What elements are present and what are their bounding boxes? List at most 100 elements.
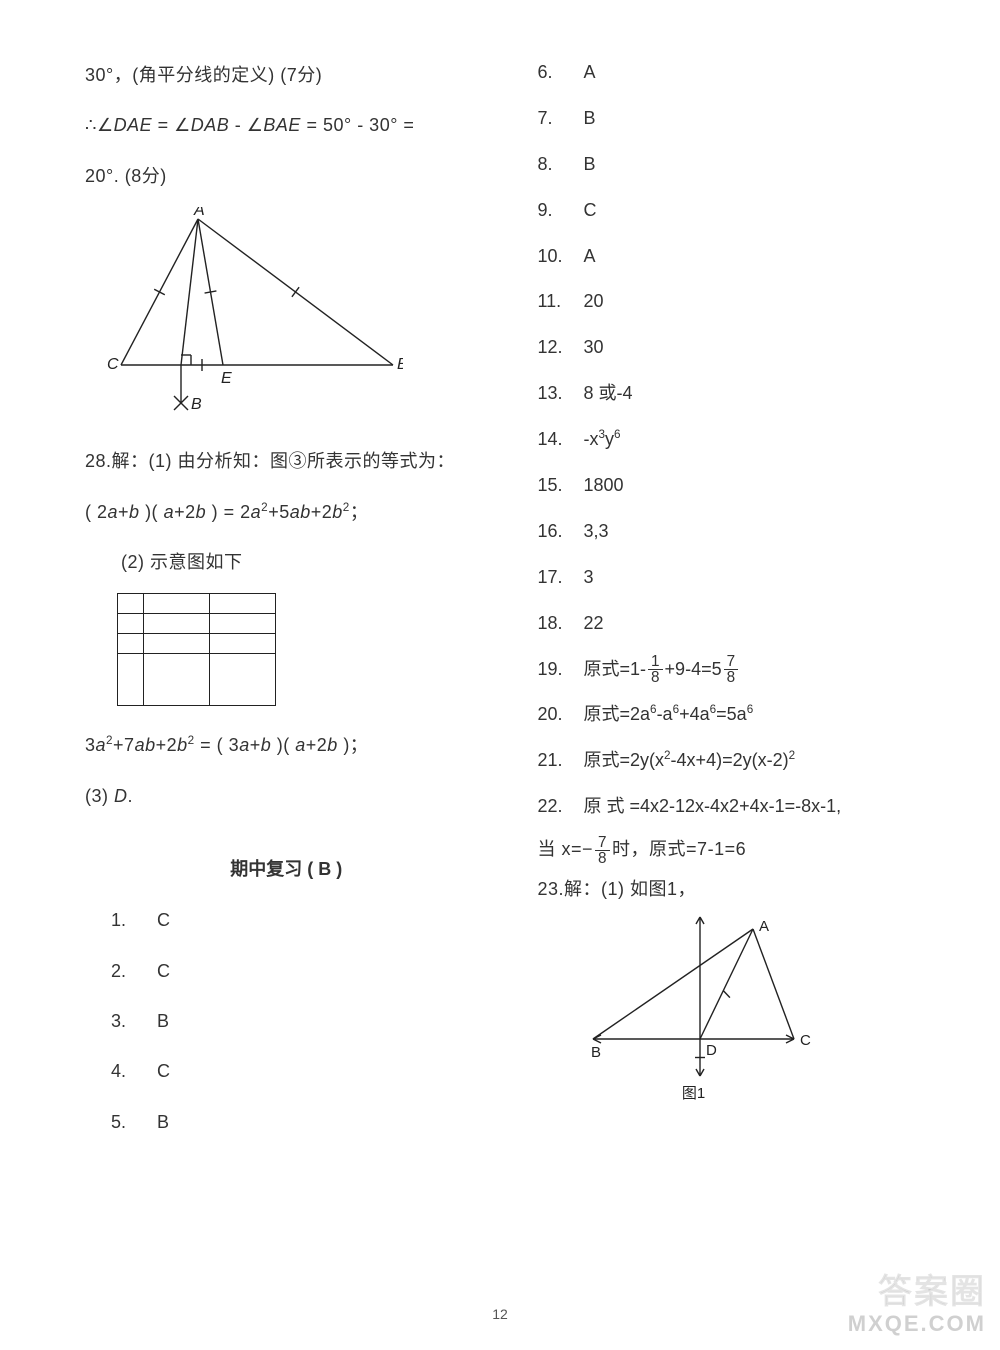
answer-value: 原式=2a6-a6+4a6=5a6 <box>584 692 941 738</box>
answer-row: 15.1800 <box>538 463 941 509</box>
grid-cell <box>144 614 210 634</box>
answer-row: 1.C <box>85 895 488 945</box>
grid-cell <box>210 634 276 654</box>
answer-number: 17. <box>538 555 584 601</box>
answer-value: 22 <box>584 601 941 647</box>
right-answers-list: 6.A7.B8.B9.C10.A11.2012.3013.8 或-414.-x3… <box>538 50 941 830</box>
triangle-figure: ACEBB <box>103 207 488 422</box>
fig1-svg: ABCD图1 <box>578 911 818 1101</box>
page-number: 12 <box>0 1306 1000 1322</box>
q28-intro: 28.解：(1) 由分析知：图③所表示的等式为： <box>85 436 488 486</box>
q22-cont: 当 x=−78时，原式=7-1=6 <box>538 830 941 870</box>
answer-number: 14. <box>538 417 584 463</box>
answer-number: 18. <box>538 601 584 647</box>
answer-value: A <box>584 234 941 280</box>
answer-number: 1. <box>111 895 157 945</box>
answer-value: B <box>157 1097 488 1147</box>
grid-cell <box>118 614 144 634</box>
answer-number: 9. <box>538 188 584 234</box>
answer-number: 7. <box>538 96 584 142</box>
answer-number: 21. <box>538 738 584 784</box>
answer-row: 13.8 或-4 <box>538 371 941 417</box>
answer-row: 22.原 式 =4x2-12x-4x2+4x-1=-8x-1, <box>538 784 941 830</box>
answer-value: 30 <box>584 325 941 371</box>
answer-row: 8.B <box>538 142 941 188</box>
answer-number: 2. <box>111 946 157 996</box>
answer-number: 16. <box>538 509 584 555</box>
answer-value: 8 或-4 <box>584 371 941 417</box>
answer-number: 12. <box>538 325 584 371</box>
answer-number: 11. <box>538 279 584 325</box>
q28-part2-label: (2) 示意图如下 <box>85 537 488 587</box>
answer-row: 4.C <box>85 1046 488 1096</box>
answer-number: 20. <box>538 692 584 738</box>
answer-value: C <box>157 895 488 945</box>
left-answers-list: 1.C2.C3.B4.C5.B <box>85 895 488 1147</box>
answer-value: B <box>584 142 941 188</box>
answer-value: A <box>584 50 941 96</box>
grid-cell <box>144 594 210 614</box>
text-line: 20°. (8分) <box>85 151 488 201</box>
answer-row: 14.-x3y6 <box>538 417 941 463</box>
answer-row: 18.22 <box>538 601 941 647</box>
answer-row: 21.原式=2y(x2-4x+4)=2y(x-2)2 <box>538 738 941 784</box>
answer-number: 13. <box>538 371 584 417</box>
answer-number: 8. <box>538 142 584 188</box>
answer-row: 16.3,3 <box>538 509 941 555</box>
answer-value: C <box>584 188 941 234</box>
answer-row: 19.原式=1-18+9-4=578 <box>538 647 941 693</box>
text-line: ∴∠DAE = ∠DAB - ∠BAE = 50° - 30° = <box>85 100 488 150</box>
answer-number: 22. <box>538 784 584 830</box>
svg-text:A: A <box>193 207 205 219</box>
answer-row: 7.B <box>538 96 941 142</box>
answer-value: 原 式 =4x2-12x-4x2+4x-1=-8x-1, <box>584 784 941 830</box>
answer-number: 3. <box>111 996 157 1046</box>
q23-intro: 23.解：(1) 如图1， <box>538 870 941 910</box>
q28-eq1: ( 2a+b )( a+2b ) = 2a2+5ab+2b2； <box>85 487 488 537</box>
fig1-wrap: ABCD图1 <box>578 911 941 1106</box>
answer-value: -x3y6 <box>584 417 941 463</box>
grid-cell <box>144 654 210 706</box>
grid-cell <box>144 634 210 654</box>
answer-value: C <box>157 1046 488 1096</box>
answer-value: 3,3 <box>584 509 941 555</box>
answer-row: 12.30 <box>538 325 941 371</box>
answer-row: 9.C <box>538 188 941 234</box>
q28-eq2: 3a2+7ab+2b2 = ( 3a+b )( a+2b )； <box>85 720 488 770</box>
grid-cell <box>118 654 144 706</box>
answer-row: 17.3 <box>538 555 941 601</box>
answer-value: 3 <box>584 555 941 601</box>
page-columns: 30°，(角平分线的定义) (7分) ∴∠DAE = ∠DAB - ∠BAE =… <box>0 0 1000 1187</box>
answer-number: 6. <box>538 50 584 96</box>
answer-row: 5.B <box>85 1097 488 1147</box>
grid-table <box>117 593 276 706</box>
svg-text:C: C <box>107 356 119 373</box>
grid-cell <box>118 594 144 614</box>
answer-value: 20 <box>584 279 941 325</box>
grid-cell <box>210 614 276 634</box>
triangle-svg: ACEBB <box>103 207 403 417</box>
answer-row: 3.B <box>85 996 488 1046</box>
right-column: 6.A7.B8.B9.C10.A11.2012.3013.8 或-414.-x3… <box>538 50 941 1147</box>
answer-value: 原式=1-18+9-4=578 <box>584 647 941 693</box>
grid-figure <box>117 593 488 706</box>
answer-value: B <box>584 96 941 142</box>
answer-number: 15. <box>538 463 584 509</box>
q28-part3: (3) D. <box>85 771 488 821</box>
grid-cell <box>210 654 276 706</box>
svg-text:B: B <box>191 396 202 413</box>
section-heading: 期中复习 ( B ) <box>85 855 488 881</box>
answer-value: 1800 <box>584 463 941 509</box>
answer-row: 11.20 <box>538 279 941 325</box>
svg-text:E: E <box>221 370 232 387</box>
svg-text:A: A <box>759 918 769 935</box>
grid-cell <box>118 634 144 654</box>
answer-row: 6.A <box>538 50 941 96</box>
answer-number: 5. <box>111 1097 157 1147</box>
answer-row: 2.C <box>85 946 488 996</box>
svg-text:图1: 图1 <box>681 1085 704 1101</box>
answer-row: 20.原式=2a6-a6+4a6=5a6 <box>538 692 941 738</box>
text-line: 30°，(角平分线的定义) (7分) <box>85 50 488 100</box>
svg-text:D: D <box>706 1042 717 1059</box>
answer-value: B <box>157 996 488 1046</box>
